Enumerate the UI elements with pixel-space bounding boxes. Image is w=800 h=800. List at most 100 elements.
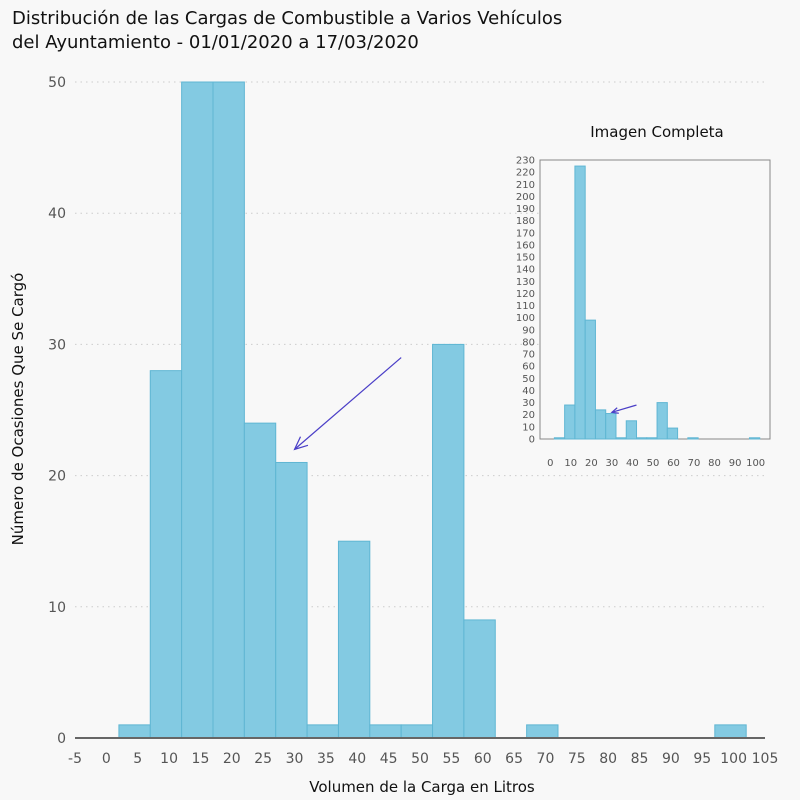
bar-7	[149, 370, 183, 739]
x-axis-label: Volumen de la Carga en Litros	[309, 778, 535, 796]
bar-32	[306, 724, 339, 739]
bar-12	[181, 81, 214, 739]
inset-x-tick-label-10: 10	[564, 458, 577, 469]
inset-y-tick-label-10: 10	[522, 422, 535, 433]
inset-bar-67	[687, 437, 699, 440]
inset-y-tick-label-20: 20	[522, 410, 535, 421]
inset-y-tick-label-30: 30	[522, 398, 535, 409]
inset-x-tick-label-40: 40	[626, 458, 639, 469]
inset-bar-37	[625, 420, 638, 440]
inset-x-ticks: 0 10 20 30 40 50 60 70 80 90 100	[547, 458, 765, 469]
x-tick-label-0: 0	[102, 751, 111, 767]
inset-x-tick-label-90: 90	[729, 458, 742, 469]
bar-22	[243, 422, 277, 739]
x-tick-label-95: 95	[693, 751, 711, 767]
bar-27	[275, 461, 308, 739]
inset-x-tick-label-0: 0	[547, 458, 553, 469]
x-tick-label-50: 50	[411, 751, 429, 767]
x-tick-label-105: 105	[752, 751, 779, 767]
x-tick-label-30: 30	[286, 751, 304, 767]
main-bars	[118, 81, 747, 739]
inset-annotation-arrow	[610, 404, 637, 414]
x-tick-label-80: 80	[599, 751, 617, 767]
inset-x-tick-label-30: 30	[606, 458, 619, 469]
chart-title-line-1: Distribución de las Cargas de Combustibl…	[12, 8, 562, 29]
chart-title-line-2: del Ayuntamiento - 01/01/2020 a 17/03/20…	[12, 32, 419, 53]
x-tick-label-20: 20	[223, 751, 241, 767]
main-arrow-shaft	[294, 357, 402, 450]
inset-arrow-head	[610, 407, 619, 414]
inset-bar-17	[584, 319, 596, 440]
inset-x-tick-label-20: 20	[585, 458, 598, 469]
x-tick-label-45: 45	[380, 751, 398, 767]
x-tick-label-40: 40	[348, 751, 366, 767]
inset-bar-32	[615, 437, 627, 440]
x-tick-label-70: 70	[537, 751, 555, 767]
inset-y-tick-label-200: 200	[516, 192, 535, 203]
inset-bar-22	[594, 409, 607, 440]
inset-bar-12	[574, 165, 586, 440]
inset-bar-7	[564, 404, 576, 440]
bar-37	[337, 540, 371, 739]
inset-x-tick-label-70: 70	[688, 458, 701, 469]
inset-y-tick-label-80: 80	[522, 337, 535, 348]
inset-bar-27	[605, 413, 617, 440]
inset-y-tick-label-190: 190	[516, 204, 535, 215]
y-tick-label-10: 10	[48, 600, 66, 616]
inset-x-tick-label-60: 60	[667, 458, 680, 469]
x-tick-label-90: 90	[662, 751, 680, 767]
bar-57	[463, 619, 496, 739]
inset-y-tick-label-120: 120	[516, 289, 535, 300]
x-tick-label--5: -5	[68, 751, 82, 767]
x-tick-label-60: 60	[474, 751, 492, 767]
y-tick-label-0: 0	[57, 731, 66, 747]
bar-17	[212, 81, 245, 739]
x-tick-label-75: 75	[568, 751, 586, 767]
inset-arrow-shaft	[611, 404, 637, 413]
inset-bars	[553, 165, 761, 440]
inset-y-tick-label-0: 0	[529, 435, 535, 446]
inset-y-tick-label-100: 100	[516, 313, 535, 324]
inset-y-tick-label-160: 160	[516, 240, 535, 251]
inset-y-tick-label-40: 40	[522, 386, 535, 397]
inset-y-tick-label-50: 50	[522, 374, 535, 385]
inset-x-tick-label-80: 80	[708, 458, 721, 469]
x-tick-label-10: 10	[160, 751, 178, 767]
inset-x-tick-label-100: 100	[746, 458, 765, 469]
inset-bar-97	[748, 437, 761, 440]
inset-y-tick-label-180: 180	[516, 216, 535, 227]
main-arrow-head	[293, 436, 309, 451]
x-tick-label-35: 35	[317, 751, 335, 767]
y-tick-label-40: 40	[48, 206, 66, 222]
inset-y-tick-label-220: 220	[516, 168, 535, 179]
x-tick-label-65: 65	[505, 751, 523, 767]
inset-y-tick-label-230: 230	[516, 156, 535, 167]
y-axis-label: Número de Ocasiones Que Se Cargó	[9, 273, 27, 546]
x-tick-label-85: 85	[631, 751, 649, 767]
inset-y-tick-label-90: 90	[522, 325, 535, 336]
x-tick-label-25: 25	[254, 751, 272, 767]
inset-y-tick-label-70: 70	[522, 350, 535, 361]
inset-title: Imagen Completa	[590, 123, 724, 141]
inset-y-tick-label-150: 150	[516, 253, 535, 264]
inset-bar-52	[656, 402, 668, 440]
x-tick-label-5: 5	[133, 751, 142, 767]
y-tick-label-20: 20	[48, 469, 66, 485]
inset-y-tick-label-130: 130	[516, 277, 535, 288]
bar-97	[714, 724, 747, 739]
y-tick-label-50: 50	[48, 75, 66, 91]
inset-bar-47	[646, 437, 658, 440]
inset-y-tick-label-210: 210	[516, 180, 535, 191]
inset-bar-2	[553, 437, 566, 440]
x-tick-label-100: 100	[720, 751, 747, 767]
inset-y-tick-label-170: 170	[516, 228, 535, 239]
bar-42	[369, 724, 402, 739]
inset-bar-57	[666, 427, 679, 440]
x-tick-label-15: 15	[192, 751, 210, 767]
bar-47	[400, 724, 434, 739]
inset-y-tick-label-60: 60	[522, 362, 535, 373]
y-tick-label-30: 30	[48, 337, 66, 353]
